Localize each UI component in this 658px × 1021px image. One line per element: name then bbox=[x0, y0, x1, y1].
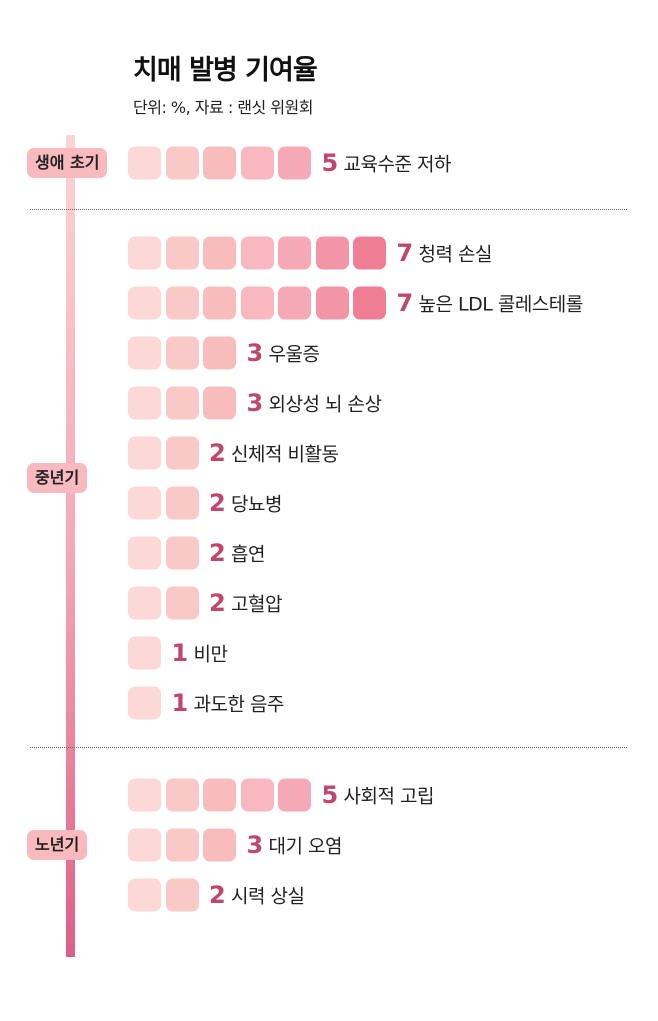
value-label: 1 bbox=[171, 689, 189, 717]
category-label: 흡연 bbox=[231, 543, 265, 566]
value-square bbox=[128, 636, 161, 670]
chart-subtitle: 단위: %, 자료 : 랜싯 위원회 bbox=[133, 98, 313, 117]
value-square bbox=[278, 286, 311, 320]
value-square bbox=[128, 286, 161, 320]
category-label: 외상성 뇌 손상 bbox=[268, 393, 382, 416]
chart-title: 치매 발병 기여율 bbox=[133, 55, 318, 86]
value-square bbox=[165, 536, 199, 570]
value-square bbox=[165, 386, 199, 420]
category-label: 당뇨병 bbox=[231, 493, 282, 516]
category-label: 교육수준 저하 bbox=[343, 153, 452, 176]
value-label: 7 bbox=[396, 289, 414, 317]
value-square bbox=[165, 436, 199, 470]
value-square bbox=[240, 286, 274, 320]
stage-divider bbox=[30, 747, 627, 748]
category-label: 과도한 음주 bbox=[193, 693, 285, 716]
value-square bbox=[165, 486, 199, 520]
value-square bbox=[128, 486, 161, 520]
value-square bbox=[240, 146, 274, 180]
value-label: 2 bbox=[209, 439, 226, 467]
value-label: 3 bbox=[246, 389, 264, 417]
stage-divider bbox=[30, 209, 627, 210]
category-label: 시력 상실 bbox=[231, 885, 305, 908]
value-square bbox=[203, 146, 236, 180]
value-square bbox=[165, 828, 199, 862]
value-square bbox=[203, 828, 236, 862]
value-square bbox=[278, 778, 311, 812]
value-square bbox=[128, 686, 161, 720]
stage-label: 생애 초기 bbox=[27, 148, 108, 178]
value-label: 2 bbox=[209, 539, 226, 567]
value-square bbox=[240, 778, 274, 812]
value-square bbox=[203, 386, 236, 420]
value-square bbox=[315, 236, 349, 270]
category-label: 사회적 고립 bbox=[343, 785, 435, 808]
value-label: 3 bbox=[246, 831, 264, 859]
value-label: 2 bbox=[209, 881, 226, 909]
value-square bbox=[165, 336, 199, 370]
stage-label: 중년기 bbox=[27, 463, 88, 493]
value-square bbox=[128, 586, 161, 620]
category-label: 청력 손실 bbox=[418, 243, 493, 266]
value-square bbox=[128, 536, 161, 570]
category-label: 우울증 bbox=[268, 343, 320, 366]
category-label: 신체적 비활동 bbox=[231, 443, 339, 466]
stage-label: 노년기 bbox=[27, 830, 88, 860]
value-square bbox=[165, 236, 199, 270]
value-square bbox=[203, 236, 236, 270]
value-square bbox=[353, 236, 386, 270]
value-square bbox=[128, 878, 161, 912]
value-label: 2 bbox=[209, 489, 226, 517]
value-label: 7 bbox=[396, 239, 414, 267]
value-label: 3 bbox=[246, 339, 264, 367]
value-square bbox=[128, 436, 161, 470]
value-square bbox=[128, 146, 161, 180]
value-label: 5 bbox=[321, 149, 339, 177]
value-square bbox=[240, 236, 274, 270]
timeline-axis bbox=[66, 135, 75, 957]
value-square bbox=[165, 146, 199, 180]
value-square bbox=[165, 586, 199, 620]
value-label: 2 bbox=[209, 589, 226, 617]
category-label: 비만 bbox=[193, 643, 228, 666]
value-square bbox=[128, 336, 161, 370]
value-square bbox=[203, 286, 236, 320]
value-square bbox=[353, 286, 386, 320]
category-label: 대기 오염 bbox=[268, 835, 343, 858]
value-label: 1 bbox=[171, 639, 189, 667]
value-square bbox=[165, 778, 199, 812]
category-label: 고혈압 bbox=[231, 593, 282, 616]
value-square bbox=[128, 386, 161, 420]
value-square bbox=[315, 286, 349, 320]
category-label: 높은 LDL 콜레스테롤 bbox=[418, 293, 584, 316]
value-square bbox=[165, 878, 199, 912]
value-square bbox=[165, 286, 199, 320]
value-square bbox=[128, 236, 161, 270]
value-square bbox=[203, 336, 236, 370]
value-label: 5 bbox=[321, 781, 339, 809]
value-square bbox=[128, 828, 161, 862]
value-square bbox=[128, 778, 161, 812]
value-square bbox=[203, 778, 236, 812]
value-square bbox=[278, 146, 311, 180]
value-square bbox=[278, 236, 311, 270]
